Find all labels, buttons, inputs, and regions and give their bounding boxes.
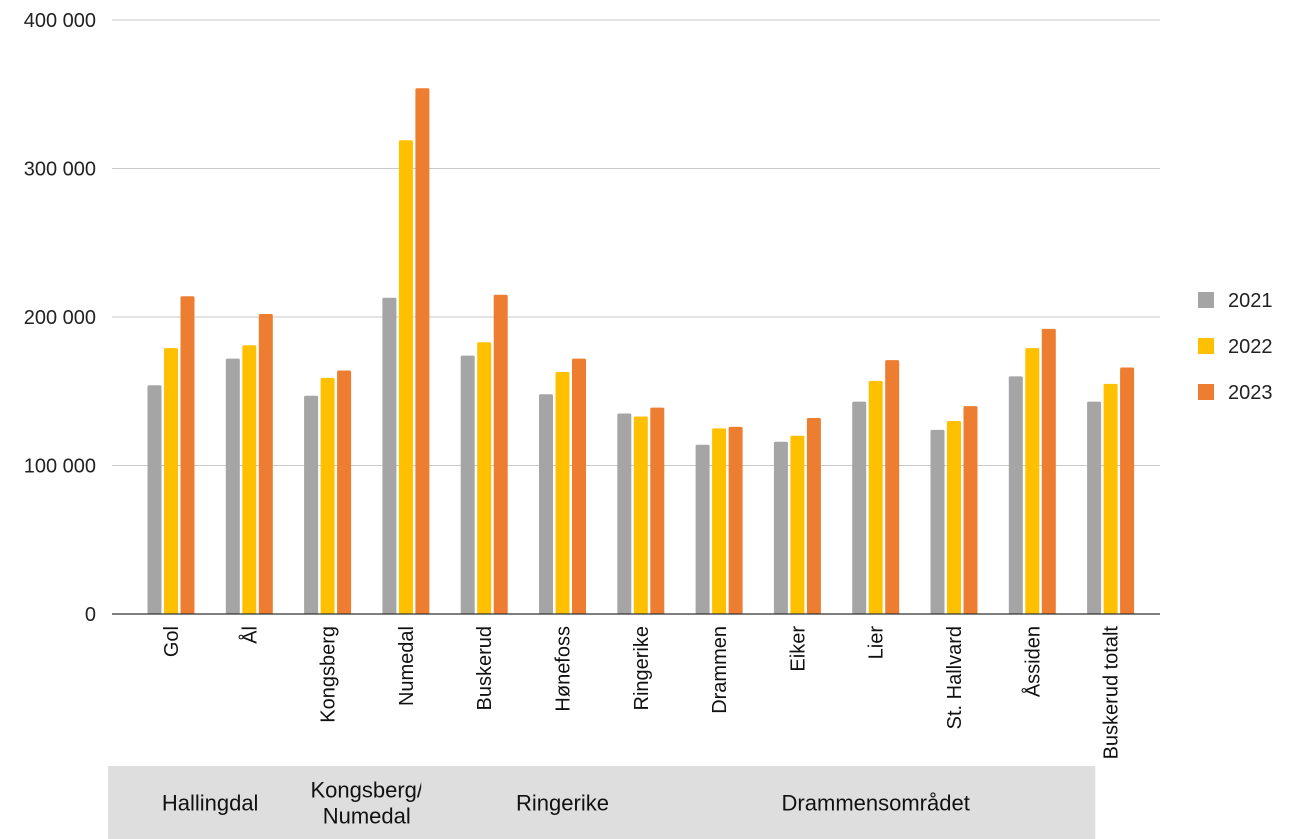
y-tick-label: 300 000 <box>24 159 96 181</box>
group-label: Hallingdal <box>162 791 259 816</box>
bar-2022 <box>712 428 727 614</box>
bar-2021 <box>225 358 240 614</box>
legend-swatch <box>1198 292 1214 308</box>
bar-2021 <box>617 413 632 614</box>
bar-2021 <box>1008 376 1023 614</box>
x-category-label: Kongsberg <box>318 626 340 723</box>
bar-2022 <box>242 345 257 614</box>
bar-2022 <box>633 416 648 614</box>
bar-2023 <box>1041 328 1056 614</box>
bar-2021 <box>460 355 475 614</box>
bar-2023 <box>572 358 586 614</box>
x-category-label: Åssiden <box>1021 626 1044 697</box>
category-group-labels: Hallingdal Kongsberg/Numedal Ringerike Dram… <box>108 766 1096 839</box>
bar-2021 <box>382 297 397 614</box>
bar-2023 <box>806 417 821 614</box>
group-box <box>656 766 1096 839</box>
x-category-label: Ål <box>238 626 261 644</box>
x-axis-category-labels: Gol Ål Kongsberg Numedal Buskerud Hønefoss Rin… <box>161 626 1123 760</box>
bar-2022 <box>555 371 570 614</box>
y-tick-label: 200 000 <box>24 307 96 329</box>
bar-2023 <box>258 314 273 614</box>
bar-2023 <box>337 370 352 614</box>
bar-2022 <box>398 140 413 614</box>
x-category-label: Ringerike <box>631 626 653 710</box>
bar-2021 <box>695 444 710 614</box>
bar-2021 <box>147 385 162 614</box>
y-tick-label: 400 000 <box>24 10 96 32</box>
x-category-label: Hønefoss <box>553 626 575 712</box>
x-category-label: Numedal <box>396 626 418 706</box>
legend-label: 2023 <box>1228 382 1273 404</box>
x-category-label: Buskerud <box>474 626 496 711</box>
legend-label: 2021 <box>1228 290 1273 312</box>
bar-2021 <box>1087 401 1102 614</box>
bar-2023 <box>728 426 743 614</box>
x-category-label: Gol <box>161 626 183 657</box>
bar-2023 <box>885 360 900 614</box>
legend-swatch <box>1198 384 1214 400</box>
x-category-label: Eiker <box>787 626 809 672</box>
y-tick-label: 100 000 <box>24 456 96 478</box>
bar-2023 <box>493 294 508 614</box>
bar-2022 <box>164 348 178 614</box>
legend-swatch <box>1198 338 1214 354</box>
group-label: Numedal <box>323 804 411 829</box>
bar-2023 <box>415 88 430 614</box>
bar-2023 <box>180 296 195 614</box>
x-category-label: Drammen <box>709 626 731 714</box>
group-label: Kongsberg/ <box>310 778 423 803</box>
x-category-label: Lier <box>866 626 888 660</box>
bar-2022 <box>477 342 492 614</box>
bar-2022 <box>1025 348 1040 614</box>
bar-2022 <box>1103 383 1118 614</box>
legend-label: 2022 <box>1228 336 1273 358</box>
bar-2021 <box>304 395 319 614</box>
bar-2021 <box>930 429 945 614</box>
group-label: Ringerike <box>516 791 609 816</box>
bar-2023 <box>1120 367 1135 614</box>
bar-2023 <box>650 407 665 614</box>
y-axis-tick-labels: 0 100 000 200 000 300 000 400 000 <box>24 10 96 626</box>
bar-2022 <box>947 420 961 614</box>
bars <box>147 88 1135 614</box>
x-category-label: St. Hallvard <box>944 626 966 729</box>
bar-2022 <box>790 435 805 614</box>
bar-2021 <box>852 401 867 614</box>
bar-2021 <box>539 394 553 614</box>
bar-2022 <box>868 380 883 614</box>
bar-2021 <box>773 441 788 614</box>
bar-2022 <box>320 377 335 614</box>
group-label: Drammensområdet <box>782 791 970 816</box>
x-category-label: Buskerud totalt <box>1101 626 1123 760</box>
legend: 2021 2022 2023 <box>1198 290 1273 404</box>
y-tick-label: 0 <box>85 604 96 626</box>
bar-2023 <box>963 406 978 614</box>
